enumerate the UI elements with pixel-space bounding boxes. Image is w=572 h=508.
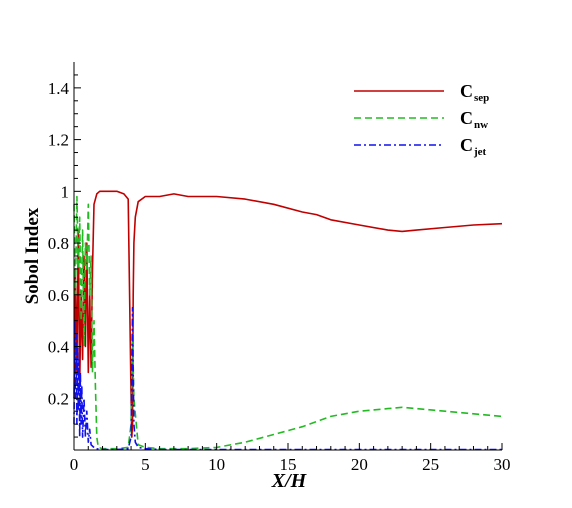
y-tick-label: 0.8 (48, 234, 69, 253)
series-line-jet (73, 306, 502, 451)
legend-label-jet: Cjet (460, 135, 487, 158)
legend: Csep Cnw Cjet (354, 81, 489, 158)
x-tick-label: 20 (351, 455, 368, 474)
x-tick-label: 5 (141, 455, 150, 474)
y-tick-label: 0.4 (48, 338, 70, 357)
y-tick-label: 1.2 (48, 131, 69, 150)
x-tick-label: 30 (494, 455, 511, 474)
x-axis-title: X/H (271, 470, 308, 492)
x-tick-label: 25 (422, 455, 439, 474)
y-tick-label: 0.6 (48, 286, 69, 305)
y-axis-title: Sobol Index (22, 207, 43, 304)
axes-layer: 0 5 10 15 20 25 30 0.2 0.4 0.6 0.8 1 1.2 1.4 (48, 62, 511, 474)
series-layer (73, 190, 503, 451)
legend-label-sep: Csep (460, 81, 489, 104)
legend-label-nw: Cnw (460, 108, 488, 131)
x-tick-label: 15 (280, 455, 297, 474)
y-tick-label: 1 (61, 182, 70, 201)
y-tick-label: 1.4 (48, 79, 70, 98)
series-line-nw (73, 195, 503, 450)
x-tick-label: 10 (208, 455, 225, 474)
series-line-sep (73, 190, 503, 438)
y-tick-label: 0.2 (48, 389, 69, 408)
x-tick-label: 0 (70, 455, 79, 474)
